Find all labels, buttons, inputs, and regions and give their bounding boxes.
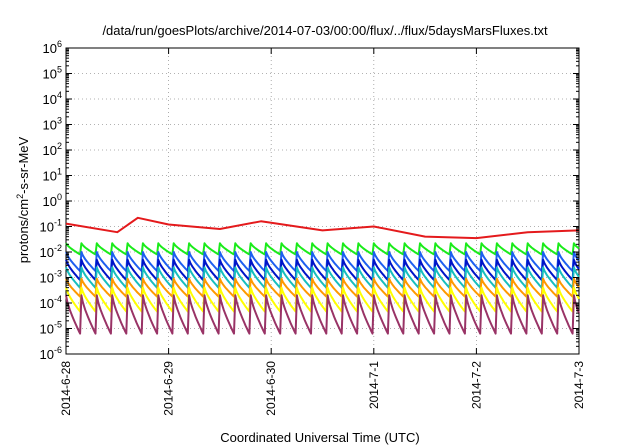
x-tick-label: 2014-7-2 (469, 361, 483, 409)
series-line (65, 294, 580, 335)
series-line (65, 266, 580, 289)
y-axis-ticks: 10-6 10-5 10-4 10-3 10-2 10-1 100 101 102 103 104 1… (40, 39, 579, 362)
x-tick-label: 2014-6-30 (264, 361, 278, 416)
x-axis-ticks: 2014-6-28 2014-6-29 2014-6-30 2014-7-1 2014-… (59, 48, 586, 416)
y-tick-label: 10-4 (40, 294, 62, 311)
series-line (65, 286, 580, 313)
y-tick-label: 10-3 (40, 269, 62, 286)
y-tick-label: 10-6 (40, 345, 62, 362)
series-line (65, 277, 580, 298)
series-group (65, 216, 580, 335)
x-tick-label: 2014-7-3 (572, 361, 586, 409)
x-tick-label: 2014-6-29 (162, 361, 176, 416)
y-tick-label: 106 (43, 39, 62, 56)
y-tick-label: 100 (43, 192, 62, 209)
y-tick-label: 10-5 (40, 320, 62, 337)
y-axis-label: protons/cm2-s-sr-MeV (15, 136, 31, 263)
series-line (65, 216, 580, 240)
y-tick-label: 105 (43, 65, 62, 82)
x-axis-label: Coordinated Universal Time (UTC) (220, 430, 419, 445)
y-tick-label: 10-2 (40, 243, 62, 260)
y-tick-label: 102 (43, 141, 62, 158)
y-tick-label: 104 (43, 90, 62, 107)
series-line (65, 242, 580, 256)
x-tick-label: 2014-6-28 (59, 361, 73, 416)
chart-title: /data/run/goesPlots/archive/2014-07-03/0… (102, 23, 548, 38)
y-tick-label: 10-1 (40, 218, 62, 235)
y-tick-label: 103 (43, 116, 62, 133)
x-tick-label: 2014-7-1 (367, 361, 381, 409)
series-line (65, 258, 580, 282)
series-line (65, 251, 580, 272)
y-tick-label: 101 (43, 167, 62, 184)
